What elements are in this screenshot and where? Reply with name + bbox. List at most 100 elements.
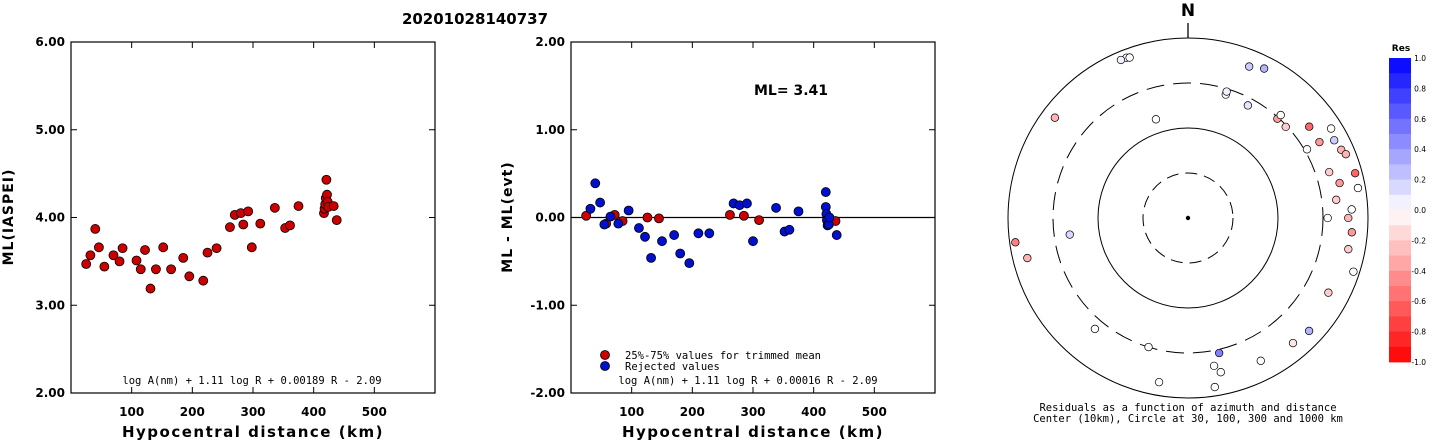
ml-residual-point: [831, 230, 842, 240]
ml-vs-distance-point: [211, 243, 222, 254]
ml-residual-point: [748, 236, 758, 247]
ml-vs-distance-point: [238, 219, 249, 230]
residual-colorbar: Res 1.0 0.8 0.6 0.4 0.2 0.0 -0.2 -0.4 -0.6 -0.8 -1…: [1389, 44, 1426, 367]
ml-vs-distance-point: [331, 215, 342, 226]
ml-residual-point: [595, 197, 606, 208]
ml-residual-ytick-label: 2.00: [535, 35, 565, 49]
azimuth-residual-point: [1325, 167, 1334, 177]
azimuth-residual-point: [1245, 62, 1254, 71]
azimuth-residual-point: [1011, 238, 1020, 247]
ml-residual-point: [605, 211, 616, 222]
ml-vs-distance-xtick-label: 500: [362, 405, 387, 419]
ml-residual-point: [654, 213, 664, 224]
ml-vs-distance-point: [243, 206, 254, 217]
ml-residual-xlabel: Hypocentral distance (km): [622, 423, 884, 441]
ml-vs-distance-point: [246, 242, 257, 253]
ml-residual-ticks: 100 200 300 400 500 -2.00 -1.00 0.00 1.00 2.00: [530, 35, 935, 419]
azimuth-residual-point: [1347, 205, 1356, 214]
colorbar-tick-label: -0.8: [1411, 328, 1426, 337]
circle-1000km: [1007, 37, 1369, 399]
azimuth-residual-point: [1023, 253, 1032, 263]
ml-residual-point: [739, 210, 749, 221]
azimuth-residual-point: [1324, 288, 1333, 297]
colorbar-tick-label: -1.0: [1411, 358, 1426, 367]
ml-vs-distance-point: [140, 245, 150, 255]
ml-residual-ytick-label: -2.00: [530, 386, 565, 400]
ml-vs-distance-formula: log A(nm) + 1.11 log R + 0.00189 R - 2.0…: [122, 375, 381, 387]
ml-residual-points: [581, 178, 842, 269]
ml-vs-distance-point: [293, 201, 304, 211]
ml-residual-point: [585, 203, 596, 214]
ml-vs-distance-point: [135, 264, 146, 275]
ml-event-annotation: ML= 3.41: [754, 83, 828, 99]
azimuth-residual-point: [1347, 228, 1356, 237]
circle-30km: [1142, 172, 1234, 264]
colorbar-tick-label: -0.2: [1411, 236, 1426, 245]
colorbar-cell: [1389, 118, 1411, 135]
ml-vs-distance-point: [151, 264, 161, 275]
colorbar-cell: [1389, 286, 1411, 302]
ml-vs-distance-ytick-label: 2.00: [35, 386, 65, 400]
ml-residual-xtick-label: 400: [801, 405, 826, 419]
ml-residual-point: [590, 178, 601, 189]
north-label: N: [1181, 1, 1195, 21]
azimuth-residual-point: [1323, 213, 1332, 223]
colorbar-cell: [1389, 301, 1411, 317]
azimuth-residual-point: [1154, 377, 1164, 387]
ml-residual-xtick-label: 300: [740, 405, 765, 419]
ml-vs-distance-xtick-label: 100: [119, 405, 144, 419]
azimuth-residual-point: [1330, 136, 1339, 145]
circle-100km: [1097, 127, 1279, 309]
ml-residual-ytick-label: 1.00: [535, 123, 565, 137]
ml-vs-distance-point: [131, 255, 142, 266]
ml-residual-point: [725, 209, 735, 220]
ml-vs-distance-point: [178, 252, 189, 263]
figure-title: 20201028140737: [402, 10, 548, 28]
azimuth-residual-point: [1335, 178, 1344, 188]
ml-residual-point: [754, 215, 764, 226]
ml-vs-distance-point: [255, 218, 266, 229]
colorbar-tick-label: 1.0: [1414, 54, 1426, 63]
azimuth-residual-point: [1326, 124, 1336, 133]
azimuth-residual-point: [1304, 326, 1314, 336]
azimuth-residual-point: [1305, 122, 1314, 131]
ml-residual-point: [704, 228, 715, 239]
azimuth-residual-points: [1011, 53, 1363, 392]
ml-residual-ylabel: ML - ML(evt): [500, 161, 516, 272]
colorbar-cell: [1389, 255, 1411, 272]
ml-vs-distance-point: [145, 283, 156, 294]
legend-label-rejected: Rejected values: [625, 361, 720, 373]
ml-vs-distance-point: [158, 242, 169, 253]
ml-vs-distance-point: [81, 259, 92, 269]
ml-residual-point: [675, 248, 686, 259]
ml-residual-ytick-label: -1.00: [530, 298, 565, 312]
azimuth-residual-point: [1090, 324, 1100, 334]
colorbar-cell: [1389, 103, 1411, 120]
azimuth-residual-point: [1216, 368, 1225, 377]
colorbar-cell: [1389, 179, 1411, 196]
azimuth-residual-point: [1276, 110, 1285, 120]
azimuth-residual-point: [1144, 342, 1153, 352]
legend-marker-accepted: [600, 350, 610, 360]
ml-residual-point: [793, 206, 804, 217]
legend-marker-rejected: [600, 361, 610, 371]
ml-residual-point: [771, 202, 781, 213]
azimuth-residual-point: [1116, 55, 1126, 65]
ml-vs-distance-xtick-label: 200: [180, 405, 205, 419]
colorbar-cell: [1389, 149, 1411, 165]
ml-vs-distance-point: [114, 256, 125, 267]
ml-vs-distance-point: [202, 247, 213, 258]
colorbar-ticks: 1.0 0.8 0.6 0.4 0.2 0.0 -0.2 -0.4 -0.6 -0.8 -1.0: [1411, 54, 1426, 367]
ml-residual-point: [684, 258, 695, 269]
colorbar-tick-label: 0.6: [1414, 115, 1426, 124]
ml-vs-distance-point: [321, 174, 332, 185]
azimuth-residual-point: [1256, 356, 1265, 365]
legend: 25%-75% values for trimmed mean Rejected…: [600, 350, 821, 373]
ml-residual-xtick-label: 100: [619, 405, 644, 419]
azimuth-residual-point: [1050, 113, 1060, 122]
ml-vs-distance-point: [117, 243, 128, 254]
ml-vs-distance-ylabel: ML(IASPEI): [1, 169, 17, 266]
azimuth-residual-point: [1243, 101, 1253, 110]
ml-residual-point: [820, 187, 831, 197]
ml-vs-distance-point: [269, 202, 280, 213]
